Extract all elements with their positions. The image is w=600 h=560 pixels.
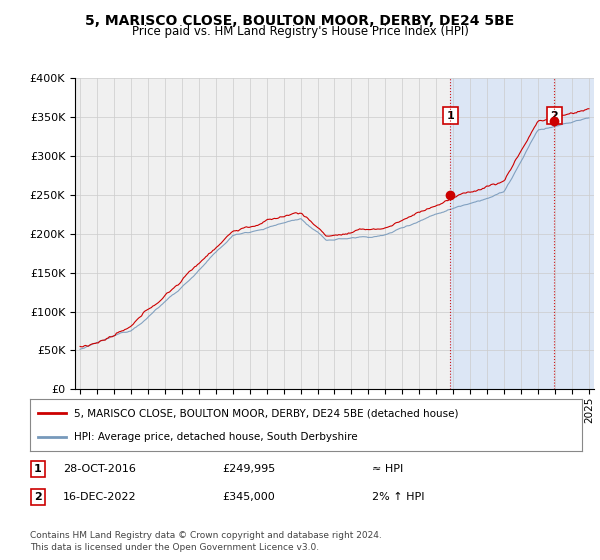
Text: 28-OCT-2016: 28-OCT-2016 (63, 464, 136, 474)
Text: HPI: Average price, detached house, South Derbyshire: HPI: Average price, detached house, Sout… (74, 432, 358, 442)
Text: £249,995: £249,995 (222, 464, 275, 474)
Text: 1: 1 (34, 464, 41, 474)
Bar (451, 78, 594, 389)
Text: £345,000: £345,000 (222, 492, 275, 502)
Text: 16-DEC-2022: 16-DEC-2022 (63, 492, 137, 502)
Text: 2% ↑ HPI: 2% ↑ HPI (372, 492, 425, 502)
Text: 2: 2 (550, 111, 558, 121)
Text: 1: 1 (446, 111, 454, 121)
Text: Price paid vs. HM Land Registry's House Price Index (HPI): Price paid vs. HM Land Registry's House … (131, 25, 469, 38)
Text: 5, MARISCO CLOSE, BOULTON MOOR, DERBY, DE24 5BE (detached house): 5, MARISCO CLOSE, BOULTON MOOR, DERBY, D… (74, 408, 458, 418)
Text: 2: 2 (34, 492, 41, 502)
Text: ≈ HPI: ≈ HPI (372, 464, 403, 474)
Text: 5, MARISCO CLOSE, BOULTON MOOR, DERBY, DE24 5BE: 5, MARISCO CLOSE, BOULTON MOOR, DERBY, D… (85, 14, 515, 28)
Text: Contains HM Land Registry data © Crown copyright and database right 2024.
This d: Contains HM Land Registry data © Crown c… (30, 531, 382, 552)
